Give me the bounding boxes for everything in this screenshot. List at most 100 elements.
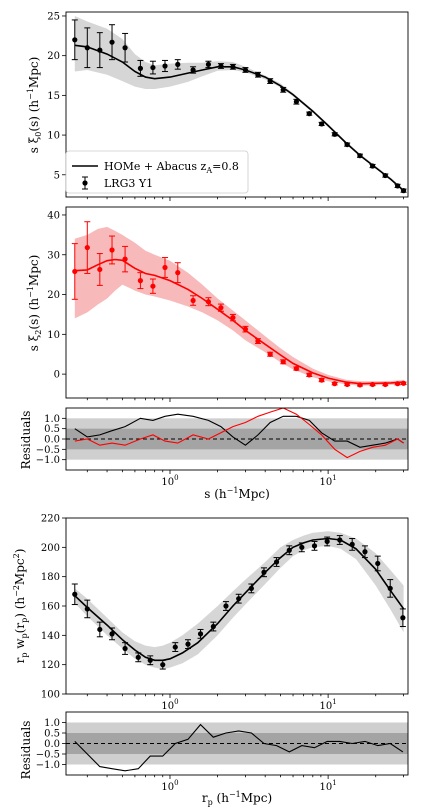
xi2-data-marker (369, 381, 376, 388)
monopole-ylabel-end: Mpc) (27, 57, 41, 88)
xi0-data-point (217, 63, 224, 69)
s-xlabel-pre: s (h (204, 487, 227, 501)
xi0-data-marker (319, 121, 325, 127)
xi0-data-marker (344, 141, 350, 148)
xi2-data-point (318, 377, 325, 383)
xi0-data-point (280, 86, 287, 93)
legend-data-label: LRG3 Y1 (104, 177, 153, 190)
xi0-y-tick-label: 25 (47, 11, 60, 22)
xi0-data-point (162, 59, 169, 73)
xi2-data-marker (230, 315, 236, 321)
wp-data-marker (387, 585, 393, 592)
wp-x-tick-label: 101 (320, 698, 337, 712)
rp-xlabel-sub: p (208, 798, 213, 807)
xi2-data-marker (400, 380, 407, 386)
monopole-ylabel-rest: (s) (h (27, 100, 41, 132)
legend-model-label: HOMe + Abacus zA=0.8 (104, 160, 239, 175)
xi2-data-point (71, 243, 78, 300)
wp-residuals-y-label: Residuals (19, 721, 33, 780)
xi2-data-point (344, 381, 351, 388)
xi2-data-marker (319, 377, 325, 383)
res2-y-tick-label: −1.0 (36, 760, 60, 771)
monopole-axes: 5 10 15 20 25 (47, 11, 409, 201)
legend: HOMe + Abacus zA=0.8 LRG3 Y1 (65, 150, 249, 194)
xi0-data-marker (109, 39, 115, 45)
res1-x-tick-base: 10 (161, 477, 174, 488)
wp-data-point (109, 627, 116, 641)
monopole-y-axis-label: s ξ0(s) (h−1Mpc) (26, 57, 43, 154)
xi0-data-marker (306, 111, 312, 117)
wp-data-point (197, 628, 204, 639)
xi0-data-point (109, 24, 116, 61)
wp-data-marker (375, 560, 381, 567)
wp-data-marker (273, 559, 280, 565)
quadrupole-shaded-bands (74, 226, 404, 386)
xi0-data-marker (97, 47, 103, 53)
res2-y-tick-label: −0.5 (36, 750, 60, 761)
xi2-data-marker (205, 299, 212, 305)
res1-residual-line-1 (74, 408, 404, 459)
wp-data-point (260, 567, 267, 578)
xi2-data-marker (344, 381, 350, 388)
res1-y-tick-label: 0.5 (44, 424, 60, 435)
legend-data-marker-swatch (82, 176, 88, 190)
xi2-data-marker (84, 244, 90, 251)
wp-data-point (349, 538, 356, 551)
xi0-data-point (394, 183, 401, 189)
monopole-ylabel-base: s ξ (27, 136, 41, 153)
rp-xlabel-sup: −1 (229, 790, 241, 799)
xi0-axes-frame (65, 11, 409, 198)
xi0-data-point (293, 98, 300, 105)
xi0-data-point (96, 32, 103, 69)
xi0-data-point (331, 131, 338, 137)
wp-data-marker (362, 549, 368, 555)
quadrupole-ylabel-sub: 2 (34, 330, 43, 335)
xi2-data-marker (162, 264, 168, 271)
wp-data-point (185, 639, 192, 650)
wp-x-tick-base: 10 (320, 701, 333, 712)
wp-data-marker (172, 644, 178, 650)
res2-x-tick-base: 10 (320, 782, 333, 793)
xi0-data-point (149, 60, 156, 75)
monopole-shaded-bands (74, 16, 404, 192)
wp-data-point (210, 621, 217, 632)
res2-y-tick-label: 0.0 (44, 739, 60, 750)
wp-data-point (222, 601, 229, 611)
xi2-data-marker (357, 382, 363, 388)
xi2-y-tick-label: 10 (47, 330, 60, 341)
xi2-data-point (162, 257, 169, 278)
wp-data-marker (84, 606, 90, 612)
wp-data-marker (160, 662, 166, 668)
xi0-data-marker (150, 64, 156, 71)
monopole-ylabel-sup: −1 (26, 88, 35, 100)
xi2-data-marker (394, 381, 401, 387)
xi0-data-point (84, 27, 91, 69)
xi2-model-line-1 (74, 258, 404, 385)
xi0-data-marker (230, 64, 236, 70)
wp-data-point (286, 545, 293, 556)
xi0-data-point (122, 32, 129, 63)
res2-residual-line-0 (74, 723, 404, 772)
wp-data-marker (135, 654, 141, 660)
wp-data-marker (122, 645, 128, 652)
s-xlabel-sup: −1 (227, 486, 239, 495)
res1-x-tick-label: 101 (320, 474, 337, 488)
res1-x-tick-exponent: 1 (332, 474, 336, 482)
xi0-data-point (306, 111, 313, 117)
quadrupole-ylabel-end: Mpc) (27, 255, 41, 286)
wp-data-point (324, 536, 331, 547)
wp-data-marker (109, 631, 115, 637)
xi2-data-point (306, 372, 313, 378)
xi2-data-point (267, 351, 274, 357)
xi0-data-marker (382, 172, 388, 179)
xi0-data-point (174, 59, 181, 70)
wp-ylabel-mid1: w (13, 638, 27, 653)
wp-ylabel-sub1: p (20, 653, 29, 658)
wp-data-marker (147, 657, 153, 663)
wp-ylabel-mid4: Mpc (13, 558, 27, 585)
res1-x-tick-exponent: 0 (174, 474, 178, 482)
